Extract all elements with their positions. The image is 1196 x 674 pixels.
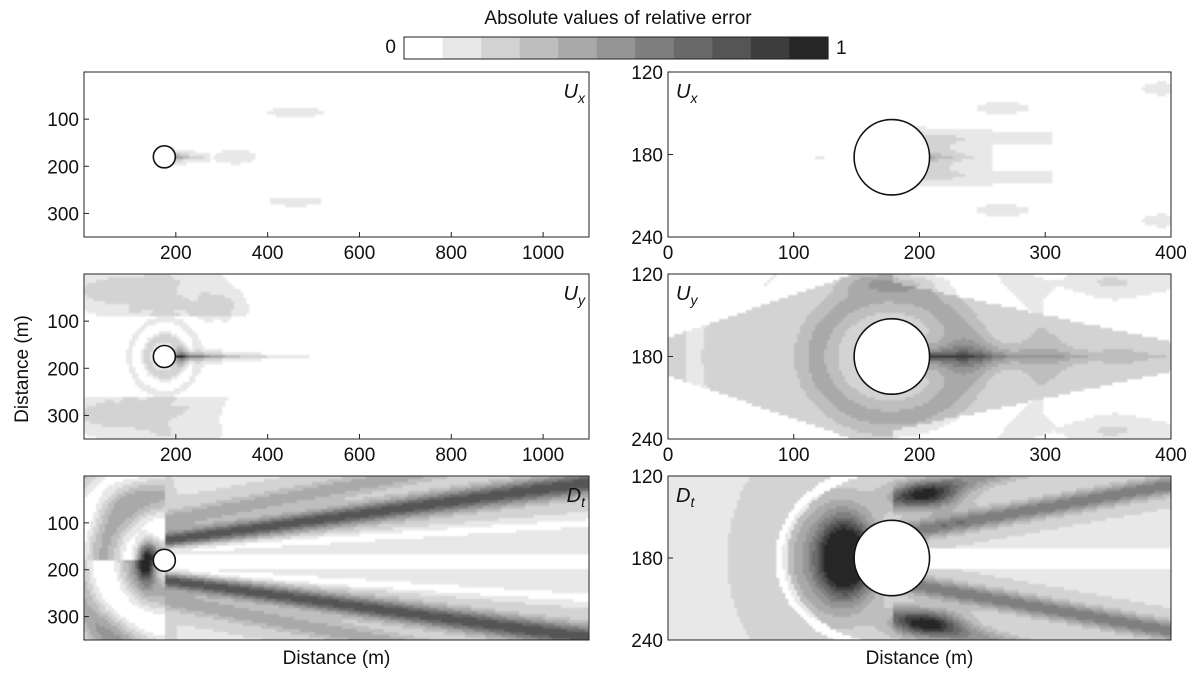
- xtick-label: 400: [252, 445, 284, 466]
- error-field: [668, 274, 1171, 439]
- ytick-label: 120: [631, 467, 663, 488]
- xtick-label: 100: [778, 445, 810, 466]
- ytick-label: 100: [47, 312, 79, 333]
- xtick-label: 800: [435, 243, 467, 264]
- colorbar-swatch-5: [596, 37, 636, 59]
- error-field: [84, 476, 589, 640]
- colorbar-swatch-9: [750, 37, 791, 59]
- colorbar-swatch-3: [519, 37, 559, 59]
- ytick-label: 180: [631, 146, 663, 167]
- ytick-label: 240: [631, 228, 663, 249]
- ytick-label: 180: [631, 549, 663, 570]
- ytick-label: 120: [631, 265, 663, 286]
- error-field: [668, 476, 1171, 640]
- panel-ux-full: 100 200 300 200 400 600 800 1000 Ux: [47, 71, 590, 264]
- xtick-label: 0: [663, 243, 674, 264]
- panel-label: Dt: [676, 485, 695, 510]
- obstacle-circle: [853, 317, 931, 396]
- colorbar-max-label: 1: [836, 38, 847, 59]
- colorbar-swatch-1: [442, 37, 482, 59]
- panel-dt-full: 100 200 300 Distance (m) Dt: [47, 475, 590, 669]
- ytick-label: 240: [631, 430, 663, 451]
- obstacle-circle: [152, 344, 177, 369]
- colorbar-swatches: [404, 37, 829, 59]
- colorbar: Absolute values of relative error 0 1: [385, 8, 847, 60]
- colorbar-swatch-6: [635, 37, 675, 59]
- xtick-label: 600: [344, 243, 376, 264]
- panel-label: Uy: [564, 283, 586, 308]
- obstacle-circle: [152, 548, 177, 573]
- ytick-label: 300: [47, 204, 79, 225]
- colorbar-title: Absolute values of relative error: [484, 8, 752, 29]
- xtick-label: 300: [1029, 445, 1061, 466]
- xtick-label: 600: [344, 445, 376, 466]
- xtick-label: 1000: [522, 445, 564, 466]
- colorbar-swatch-8: [712, 37, 752, 59]
- panel-uy-full: 100 200 300 200 400 600 800 1000 Uy: [47, 273, 590, 466]
- colorbar-swatch-2: [481, 37, 521, 59]
- ytick-label: 100: [47, 514, 79, 535]
- ytick-label: 100: [47, 110, 79, 131]
- xtick-label: 100: [778, 243, 810, 264]
- xlabel: Distance (m): [866, 648, 974, 669]
- ytick-label: 300: [47, 406, 79, 427]
- panel-label: Dt: [567, 485, 586, 510]
- ytick-label: 300: [47, 608, 79, 629]
- panel-label: Ux: [564, 81, 586, 106]
- xtick-label: 400: [252, 243, 284, 264]
- ytick-label: 180: [631, 348, 663, 369]
- xtick-label: 200: [904, 243, 936, 264]
- ytick-label: 200: [47, 157, 79, 178]
- ytick-label: 200: [47, 561, 79, 582]
- xtick-label: 1000: [522, 243, 564, 264]
- ytick-label: 120: [631, 63, 663, 84]
- ytick-label: 200: [47, 359, 79, 380]
- colorbar-swatch-10: [789, 37, 829, 59]
- ytick-label: 240: [631, 631, 663, 652]
- plot-frame: [83, 475, 590, 641]
- error-field: [668, 72, 1171, 237]
- xtick-label: 200: [160, 243, 192, 264]
- colorbar-frame: [403, 36, 829, 60]
- xtick-label: 300: [1029, 243, 1061, 264]
- colorbar-swatch-7: [673, 37, 713, 59]
- xlabel: Distance (m): [283, 648, 391, 669]
- panel-label: Uy: [676, 283, 698, 308]
- shared-ylabel: Distance (m): [12, 315, 33, 423]
- xtick-label: 0: [663, 445, 674, 466]
- obstacle-circle: [853, 118, 931, 196]
- panel-dt-zoom: 120 180 240 Distance (m) Dt: [631, 467, 1172, 669]
- xtick-label: 200: [160, 445, 192, 466]
- plot-frame: [83, 273, 590, 440]
- panel-label: Ux: [676, 81, 698, 106]
- plot-frame: [83, 71, 590, 238]
- obstacle-circle: [152, 145, 177, 169]
- colorbar-min-label: 0: [385, 37, 396, 58]
- xtick-label: 400: [1155, 243, 1187, 264]
- colorbar-swatch-0: [404, 37, 444, 59]
- colorbar-swatch-4: [558, 37, 598, 59]
- xtick-label: 200: [904, 445, 936, 466]
- obstacle-circle: [853, 519, 931, 597]
- xtick-label: 800: [435, 445, 467, 466]
- xtick-label: 400: [1155, 445, 1187, 466]
